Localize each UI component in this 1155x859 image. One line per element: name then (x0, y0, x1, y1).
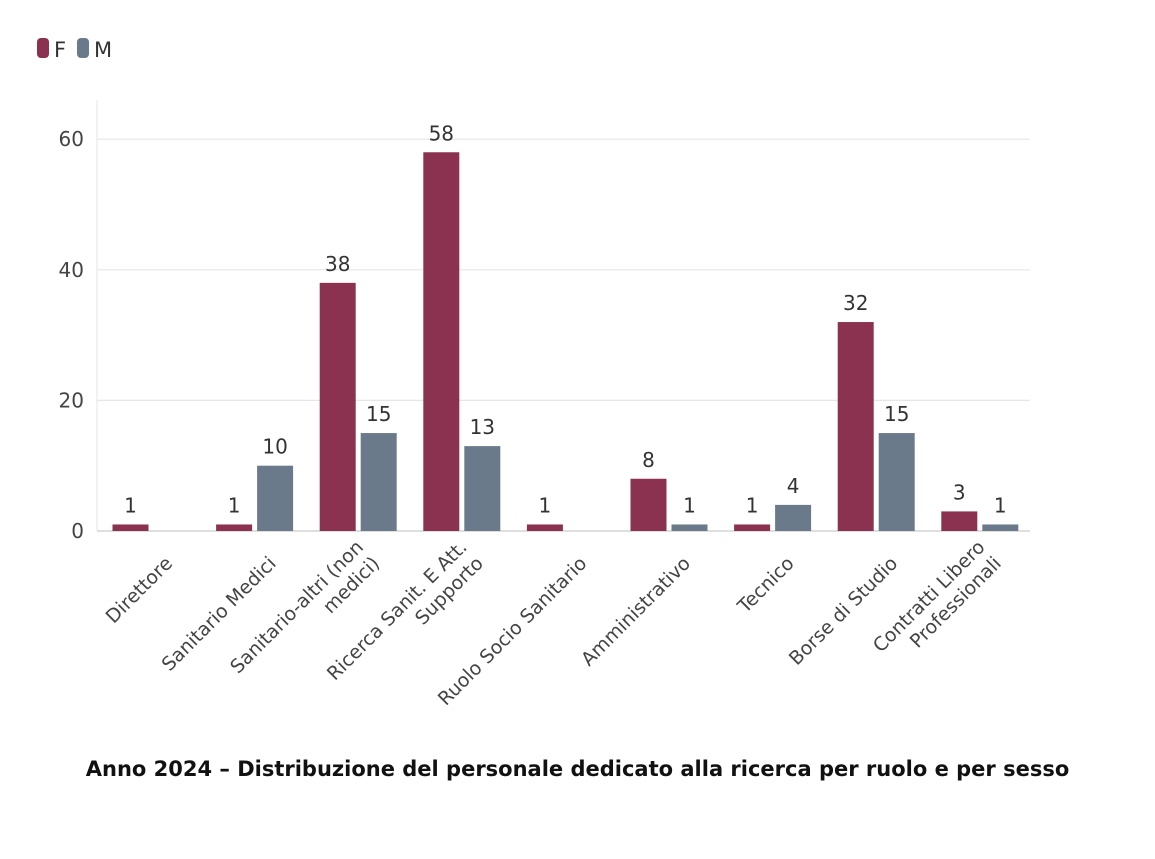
value-labels: 1 1 10 38 15 58 13 1 8 1 1 4 32 15 3 1 (124, 121, 1007, 517)
x-tick-label-line: Tecnico (733, 552, 799, 618)
bar-f (941, 511, 978, 531)
x-tick-label: Direttore (102, 552, 177, 627)
bar-f (423, 152, 460, 531)
x-tick-label: Tecnico (733, 552, 799, 618)
bar-m (775, 504, 812, 531)
legend-swatch-m (77, 38, 89, 58)
y-tick-label-60: 60 (59, 127, 84, 151)
value-label-f: 38 (325, 252, 350, 276)
bar-m (982, 524, 1019, 531)
value-label-m: 10 (262, 435, 287, 459)
legend-swatch-f (37, 38, 49, 58)
bar-m (257, 465, 294, 531)
value-label-m: 15 (366, 402, 391, 426)
value-label-f: 1 (124, 493, 137, 517)
y-tick-label-0: 0 (71, 519, 84, 543)
chart-title: Anno 2024 – Distribuzione del personale … (85, 757, 1070, 781)
value-label-m: 15 (884, 402, 909, 426)
y-axis: 0 20 40 60 (59, 100, 98, 543)
bar-f (216, 524, 253, 531)
value-label-m: 1 (994, 493, 1007, 517)
value-label-f: 1 (746, 493, 759, 517)
bars (112, 152, 1019, 531)
bar-f (319, 282, 356, 531)
bar-f (734, 524, 771, 531)
bar-f (630, 478, 667, 531)
bar-f (112, 524, 149, 531)
x-tick-label-line: Direttore (102, 552, 177, 627)
value-label-m: 4 (787, 474, 800, 498)
bar-f (837, 322, 874, 531)
bar-m (671, 524, 708, 531)
legend-label-m: M (94, 38, 112, 62)
value-label-f: 3 (953, 480, 966, 504)
gridlines (97, 138, 1030, 532)
bar-m (360, 433, 397, 531)
value-label-f: 1 (539, 493, 552, 517)
value-label-f: 8 (642, 448, 655, 472)
bar-m (878, 433, 915, 531)
y-tick-label-40: 40 (59, 258, 84, 282)
x-tick-label-line: Amministrativo (577, 552, 695, 670)
bar-f (526, 524, 563, 531)
x-tick-label: Sanitario-altri (nonmedici) (226, 536, 384, 694)
value-label-m: 1 (683, 493, 696, 517)
value-label-f: 58 (429, 121, 454, 145)
value-label-f: 32 (843, 291, 868, 315)
bar-m (464, 446, 501, 531)
value-label-f: 1 (228, 493, 241, 517)
x-tick-label: Amministrativo (577, 552, 695, 670)
value-label-m: 13 (470, 415, 495, 439)
legend-label-f: F (54, 38, 66, 62)
y-tick-label-20: 20 (59, 388, 84, 412)
